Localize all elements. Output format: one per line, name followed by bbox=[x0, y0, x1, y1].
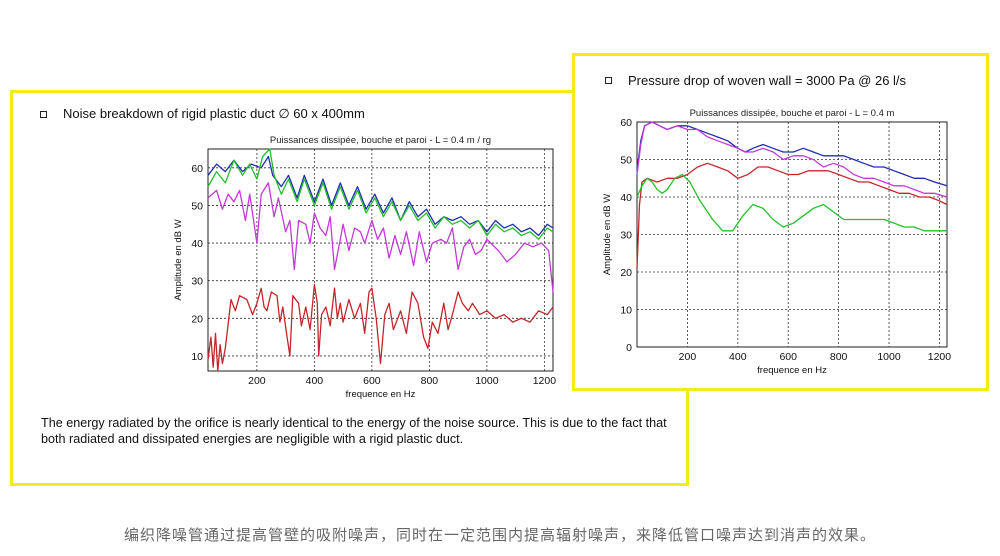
x-axis-label: frequence en Hz bbox=[757, 365, 827, 376]
y-axis-label: Amplitude en dB W bbox=[602, 194, 613, 275]
chart-title: Puissances dissipée, bouche et paroi - L… bbox=[690, 108, 895, 119]
y-tick-label: 60 bbox=[620, 117, 632, 129]
series-line bbox=[207, 182, 554, 293]
y-tick-label: 30 bbox=[620, 230, 632, 242]
chart-title: Puissances dissipée, bouche et paroi - L… bbox=[270, 135, 491, 146]
y-tick-label: 20 bbox=[191, 313, 203, 325]
series-line bbox=[636, 162, 948, 269]
x-tick-label: 200 bbox=[248, 375, 266, 387]
plot-frame bbox=[207, 148, 554, 372]
x-tick-label: 800 bbox=[830, 351, 848, 363]
series-line bbox=[636, 173, 947, 232]
left-note-text: The energy radiated by the orifice is ne… bbox=[41, 416, 667, 446]
x-tick-label: 400 bbox=[306, 375, 324, 387]
x-tick-label: 1000 bbox=[877, 351, 901, 363]
right-heading-text: Pressure drop of woven wall = 3000 Pa @ … bbox=[628, 73, 907, 88]
x-tick-label: 400 bbox=[729, 351, 747, 363]
y-axis-label: Amplitude en dB W bbox=[173, 219, 184, 300]
y-tick-label: 10 bbox=[620, 305, 632, 317]
left-heading-text: Noise breakdown of rigid plastic duct ∅ … bbox=[63, 106, 365, 121]
x-tick-label: 200 bbox=[679, 351, 697, 363]
x-tick-label: 600 bbox=[363, 375, 381, 387]
x-tick-label: 800 bbox=[421, 375, 439, 387]
x-tick-label: 1200 bbox=[928, 351, 952, 363]
right-chart: Puissances dissipée, bouche et paroi - L… bbox=[602, 108, 952, 376]
y-tick-label: 10 bbox=[191, 351, 203, 363]
right-panel: Pressure drop of woven wall = 3000 Pa @ … bbox=[572, 53, 989, 391]
y-tick-label: 40 bbox=[191, 238, 203, 250]
y-tick-label: 50 bbox=[620, 155, 632, 167]
bullet-icon bbox=[605, 77, 612, 84]
series-line bbox=[207, 283, 554, 372]
y-tick-label: 50 bbox=[191, 200, 203, 212]
left-heading: Noise breakdown of rigid plastic duct ∅ … bbox=[40, 106, 365, 122]
x-axis-label: frequence en Hz bbox=[346, 389, 416, 400]
y-tick-label: 60 bbox=[191, 163, 203, 175]
series-line bbox=[207, 148, 554, 240]
y-tick-label: 0 bbox=[626, 342, 632, 354]
bullet-icon bbox=[40, 110, 47, 118]
y-tick-label: 20 bbox=[620, 267, 632, 279]
y-tick-label: 30 bbox=[191, 276, 203, 288]
plot-frame bbox=[636, 121, 948, 348]
x-tick-label: 1000 bbox=[475, 375, 499, 387]
y-tick-label: 40 bbox=[620, 192, 632, 204]
x-tick-label: 600 bbox=[779, 351, 797, 363]
series-line bbox=[636, 121, 948, 198]
left-chart: Puissances dissipée, bouche et paroi - L… bbox=[173, 135, 557, 400]
series-line bbox=[207, 155, 554, 237]
right-heading: Pressure drop of woven wall = 3000 Pa @ … bbox=[605, 73, 906, 88]
page-caption: 编织降噪管通过提高管壁的吸附噪声，同时在一定范围内提高辐射噪声，来降低管口噪声达… bbox=[123, 527, 876, 544]
x-tick-label: 1200 bbox=[533, 375, 557, 387]
